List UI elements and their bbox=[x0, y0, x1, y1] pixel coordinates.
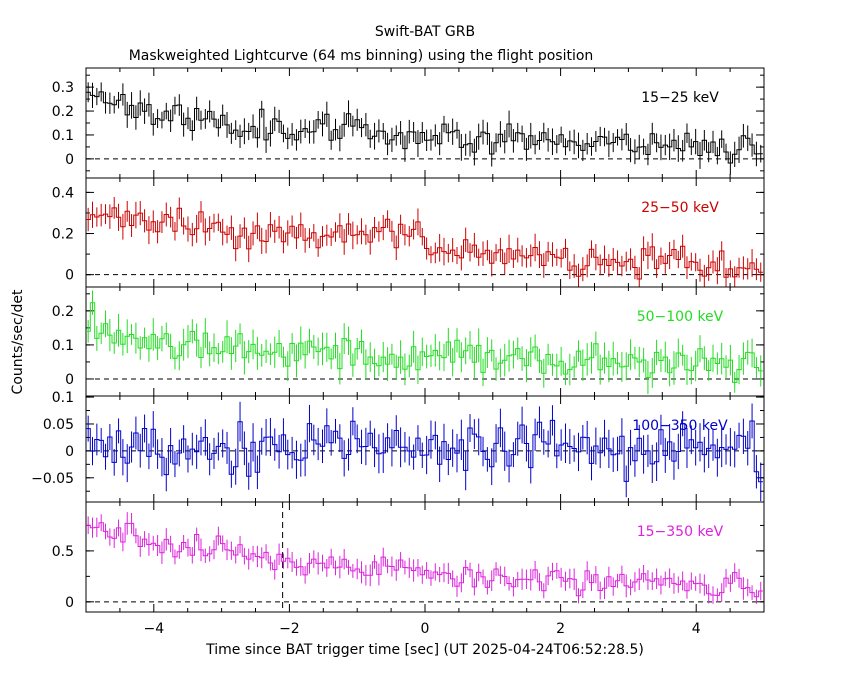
series-histogram bbox=[86, 207, 763, 280]
figure-subtitle: Maskweighted Lightcurve (64 ms binning) … bbox=[129, 48, 594, 64]
band-label: 15−25 keV bbox=[641, 90, 719, 106]
y-tick-label: 0.3 bbox=[52, 80, 74, 96]
y-tick-label: 0 bbox=[65, 268, 74, 284]
y-tick-label: 0.1 bbox=[52, 128, 74, 144]
x-tick-label: 2 bbox=[556, 621, 565, 637]
error-bars bbox=[87, 401, 762, 502]
y-tick-label: 0.2 bbox=[52, 304, 74, 320]
x-tick-label: −2 bbox=[279, 621, 300, 637]
band-label: 15−350 keV bbox=[637, 524, 724, 540]
y-tick-label: 0.1 bbox=[52, 338, 74, 354]
series-histogram bbox=[86, 522, 763, 598]
y-tick-label: 0.2 bbox=[52, 104, 74, 120]
panel-100-350-kev: −0.05 0 0.05 0.1 100−350 keV bbox=[31, 390, 765, 503]
series-histogram bbox=[86, 302, 763, 383]
y-tick-label: 0.2 bbox=[52, 227, 74, 243]
band-label: 50−100 keV bbox=[637, 309, 724, 325]
x-axis-label: Time since BAT trigger time [sec] (UT 20… bbox=[205, 642, 644, 658]
y-tick-label: 0.4 bbox=[52, 185, 74, 201]
y-tick-label: 0.1 bbox=[52, 390, 74, 406]
y-axis-label: Counts/sec/det bbox=[10, 289, 26, 394]
panel-15-25-kev: 0 0.1 0.2 0.3 15−25 keV bbox=[52, 67, 765, 179]
figure-title: Swift-BAT GRB bbox=[375, 24, 475, 40]
x-tick-label: 4 bbox=[692, 621, 701, 637]
y-tick-label: −0.05 bbox=[31, 471, 74, 487]
panel-50-100-kev: 0 0.1 0.2 50−100 keV bbox=[52, 286, 765, 397]
y-tick-label: 0.05 bbox=[43, 417, 74, 433]
panel-15-350-kev: 0 0.5 15−350 keV bbox=[52, 501, 765, 613]
x-tick-label: 0 bbox=[421, 621, 430, 637]
panel-frame bbox=[85, 501, 765, 613]
y-tick-label: 0 bbox=[65, 595, 74, 611]
y-tick-label: 0 bbox=[65, 152, 74, 168]
y-tick-label: 0 bbox=[65, 372, 74, 388]
x-tick-label: −4 bbox=[143, 621, 164, 637]
y-tick-label: 0.5 bbox=[52, 544, 74, 560]
series-histogram bbox=[86, 419, 763, 483]
band-label: 100−350 keV bbox=[632, 418, 728, 434]
series-histogram bbox=[86, 91, 763, 164]
panel-25-50-kev: 0 0.2 0.4 25−50 keV bbox=[52, 177, 765, 288]
band-label: 25−50 keV bbox=[641, 200, 719, 216]
y-tick-label: 0 bbox=[65, 444, 74, 460]
